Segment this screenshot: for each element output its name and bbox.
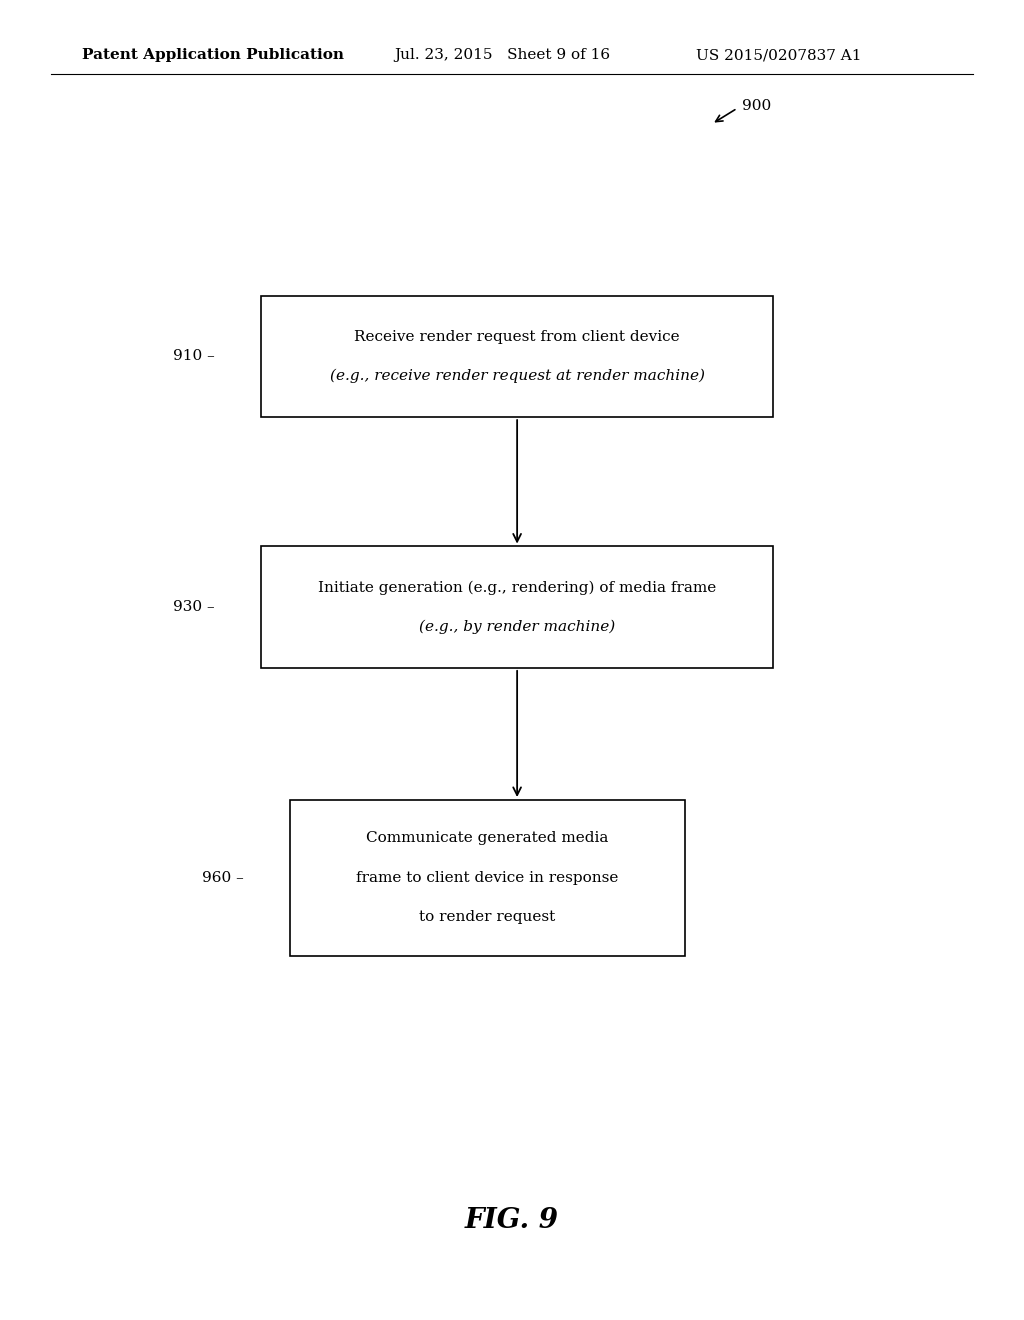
Text: Patent Application Publication: Patent Application Publication xyxy=(82,49,344,62)
Text: Receive render request from client device: Receive render request from client devic… xyxy=(354,330,680,343)
Text: 960 –: 960 – xyxy=(203,871,244,884)
Text: frame to client device in response: frame to client device in response xyxy=(356,871,618,884)
Text: (e.g., by render machine): (e.g., by render machine) xyxy=(419,620,615,634)
Text: to render request: to render request xyxy=(419,911,556,924)
Text: FIG. 9: FIG. 9 xyxy=(465,1208,559,1234)
FancyBboxPatch shape xyxy=(291,800,684,956)
Text: (e.g., receive render request at render machine): (e.g., receive render request at render … xyxy=(330,370,705,383)
Text: 910 –: 910 – xyxy=(173,350,215,363)
Text: 900: 900 xyxy=(742,99,772,112)
Text: Initiate generation (e.g., rendering) of media frame: Initiate generation (e.g., rendering) of… xyxy=(318,581,716,594)
FancyBboxPatch shape xyxy=(261,546,773,668)
Text: 930 –: 930 – xyxy=(173,601,215,614)
FancyBboxPatch shape xyxy=(261,296,773,417)
Text: US 2015/0207837 A1: US 2015/0207837 A1 xyxy=(696,49,862,62)
Text: Communicate generated media: Communicate generated media xyxy=(367,832,608,845)
Text: Jul. 23, 2015   Sheet 9 of 16: Jul. 23, 2015 Sheet 9 of 16 xyxy=(394,49,610,62)
